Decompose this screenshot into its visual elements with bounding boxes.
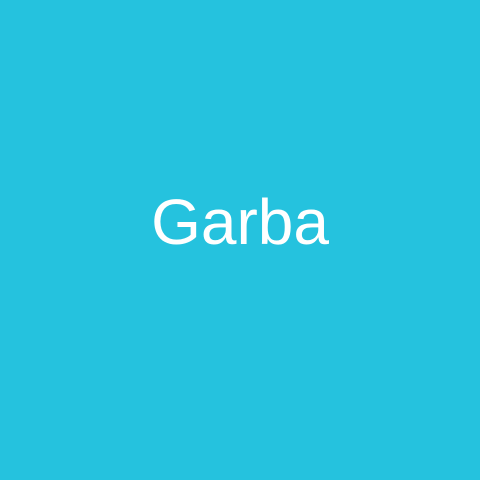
tile-label: Garba xyxy=(151,186,329,258)
